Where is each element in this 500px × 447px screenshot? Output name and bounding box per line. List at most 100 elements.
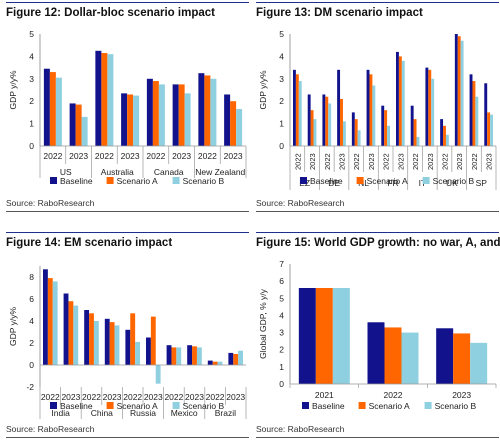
bar-baseline — [198, 73, 205, 146]
bar-scenario-b — [328, 103, 332, 146]
bar-baseline — [172, 84, 179, 146]
bar-scenario-a — [233, 354, 239, 365]
y-tick-label: 8 — [29, 272, 34, 282]
x-group-label: DE — [328, 178, 340, 188]
bar-baseline — [367, 322, 385, 384]
figure-source: Source: RaboResearch — [256, 424, 499, 438]
x-group-label: China — [91, 408, 113, 418]
bar-scenario-b — [372, 85, 376, 146]
bar-scenario-a — [212, 361, 218, 365]
bar-scenario-a — [230, 101, 237, 146]
x-group-label: Russia — [130, 408, 156, 418]
x-tick-label: 2023 — [172, 151, 191, 161]
legend-label: Scenario A — [367, 176, 408, 186]
x-tick-label: 2023 — [455, 153, 464, 170]
x-tick-label: 2022 — [41, 392, 60, 402]
legend-swatch — [424, 402, 432, 409]
x-tick-label: 2023 — [121, 151, 140, 161]
bar-baseline — [366, 69, 370, 146]
bar-scenario-b — [387, 125, 390, 146]
x-group-label: Canada — [154, 167, 184, 177]
x-group-label: Mexico — [171, 408, 198, 418]
y-axis-label: Global GDP, % y/y — [258, 288, 268, 359]
bar-baseline — [436, 328, 454, 384]
bar-scenario-b — [238, 350, 243, 365]
bar-baseline — [484, 83, 488, 146]
x-tick-label: 2023 — [69, 151, 88, 161]
x-tick-label: 2022 — [352, 153, 361, 170]
bar-baseline — [224, 94, 231, 146]
legend-swatch — [172, 402, 180, 409]
y-axis-label: GDP y/y% — [258, 70, 268, 109]
legend-swatch — [50, 402, 57, 409]
bar-scenario-a — [178, 84, 185, 146]
x-tick-label: 2023 — [367, 153, 376, 170]
bar-scenario-a — [75, 104, 82, 146]
y-axis-label: GDP y/y% — [8, 70, 18, 109]
legend-label: Scenario B — [183, 176, 225, 186]
legend-label: Scenario A — [117, 401, 158, 411]
bar-scenario-b — [342, 121, 346, 146]
legend-swatch — [358, 402, 366, 409]
x-tick-label: 2023 — [224, 151, 243, 161]
legend-swatch — [172, 177, 180, 184]
figure-title: Figure 12: Dollar-bloc scenario impact — [6, 2, 249, 22]
x-tick-label: 2022 — [95, 151, 114, 161]
y-tick-label: 2 — [29, 338, 34, 348]
figure-title: Figure 13: DM scenario impact — [256, 2, 499, 22]
legend-swatch — [422, 177, 430, 184]
bar-baseline — [146, 78, 153, 146]
x-tick-label: 2022 — [293, 153, 302, 170]
legend-swatch — [50, 177, 57, 184]
bar-scenario-a — [354, 119, 358, 146]
y-tick-label: 4 — [279, 51, 284, 61]
bar-scenario-a — [453, 333, 471, 384]
bar-baseline — [440, 119, 444, 146]
bar-scenario-a — [109, 322, 115, 365]
x-tick-label: 2023 — [452, 390, 471, 400]
y-tick-label: 1 — [29, 119, 34, 129]
y-tick-label: 0 — [29, 141, 34, 151]
x-tick-label: 2022 — [43, 151, 62, 161]
bar-scenario-b — [176, 347, 182, 365]
y-tick-label: 1 — [279, 362, 284, 372]
legend-swatch — [302, 402, 309, 409]
y-tick-label: 3 — [29, 74, 34, 84]
x-tick-label: 2023 — [144, 392, 163, 402]
x-group-label: FR — [387, 178, 398, 188]
legend-label: Baseline — [312, 401, 345, 411]
bar-baseline — [454, 34, 458, 146]
x-tick-label: 2022 — [323, 153, 332, 170]
bar-scenario-a — [171, 347, 177, 365]
bar-baseline — [121, 93, 128, 146]
bar-scenario-b — [401, 60, 405, 146]
x-tick-label: 2022 — [470, 153, 479, 170]
bar-scenario-b — [52, 281, 58, 365]
bar-scenario-a — [472, 81, 476, 146]
legend-label: Scenario A — [369, 401, 410, 411]
x-tick-label: 2022 — [384, 390, 403, 400]
bar-scenario-a — [150, 316, 156, 365]
bar-scenario-a — [49, 72, 56, 146]
legend-swatch — [106, 177, 114, 184]
bar-scenario-b — [155, 365, 161, 384]
bar-scenario-a — [68, 301, 74, 365]
bar-scenario-b — [133, 95, 140, 146]
bar-scenario-b — [107, 54, 114, 146]
bar-baseline — [187, 345, 193, 365]
x-tick-label: 2022 — [441, 153, 450, 170]
bar-baseline — [95, 50, 102, 146]
bar-baseline — [337, 69, 341, 146]
figure-title: Figure 14: EM scenario impact — [6, 232, 249, 252]
legend-label: Baseline — [60, 401, 93, 411]
x-group-label: UK — [446, 178, 458, 188]
bar-scenario-a — [310, 110, 314, 146]
bar-baseline — [293, 69, 296, 146]
bar-scenario-a — [127, 94, 134, 146]
x-tick-label: 2022 — [382, 153, 391, 170]
y-tick-label: -2 — [26, 382, 34, 392]
legend-label: Scenario A — [117, 176, 158, 186]
bar-scenario-a — [487, 112, 491, 146]
x-tick-label: 2023 — [485, 153, 494, 170]
